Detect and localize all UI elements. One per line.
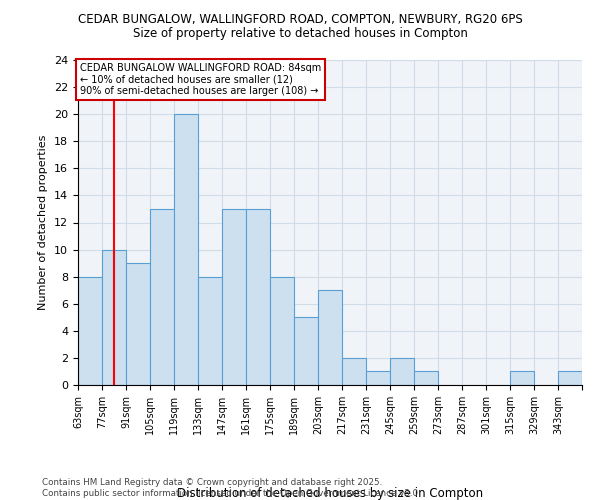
Bar — [78, 276, 102, 385]
Bar — [222, 209, 246, 385]
Bar — [390, 358, 414, 385]
Text: Contains HM Land Registry data © Crown copyright and database right 2025.
Contai: Contains HM Land Registry data © Crown c… — [42, 478, 421, 498]
Bar — [294, 318, 318, 385]
Bar — [318, 290, 342, 385]
Bar — [558, 372, 582, 385]
Y-axis label: Number of detached properties: Number of detached properties — [38, 135, 49, 310]
Text: CEDAR BUNGALOW WALLINGFORD ROAD: 84sqm
← 10% of detached houses are smaller (12): CEDAR BUNGALOW WALLINGFORD ROAD: 84sqm ←… — [80, 62, 321, 96]
Text: Size of property relative to detached houses in Compton: Size of property relative to detached ho… — [133, 28, 467, 40]
Bar — [174, 114, 198, 385]
Bar — [342, 358, 366, 385]
Bar — [150, 209, 174, 385]
Bar — [414, 372, 438, 385]
Bar — [102, 250, 126, 385]
Bar — [126, 263, 150, 385]
Bar — [246, 209, 270, 385]
Bar — [366, 372, 390, 385]
X-axis label: Distribution of detached houses by size in Compton: Distribution of detached houses by size … — [177, 487, 483, 500]
Bar — [198, 276, 222, 385]
Bar — [270, 276, 294, 385]
Text: CEDAR BUNGALOW, WALLINGFORD ROAD, COMPTON, NEWBURY, RG20 6PS: CEDAR BUNGALOW, WALLINGFORD ROAD, COMPTO… — [77, 12, 523, 26]
Bar — [510, 372, 534, 385]
